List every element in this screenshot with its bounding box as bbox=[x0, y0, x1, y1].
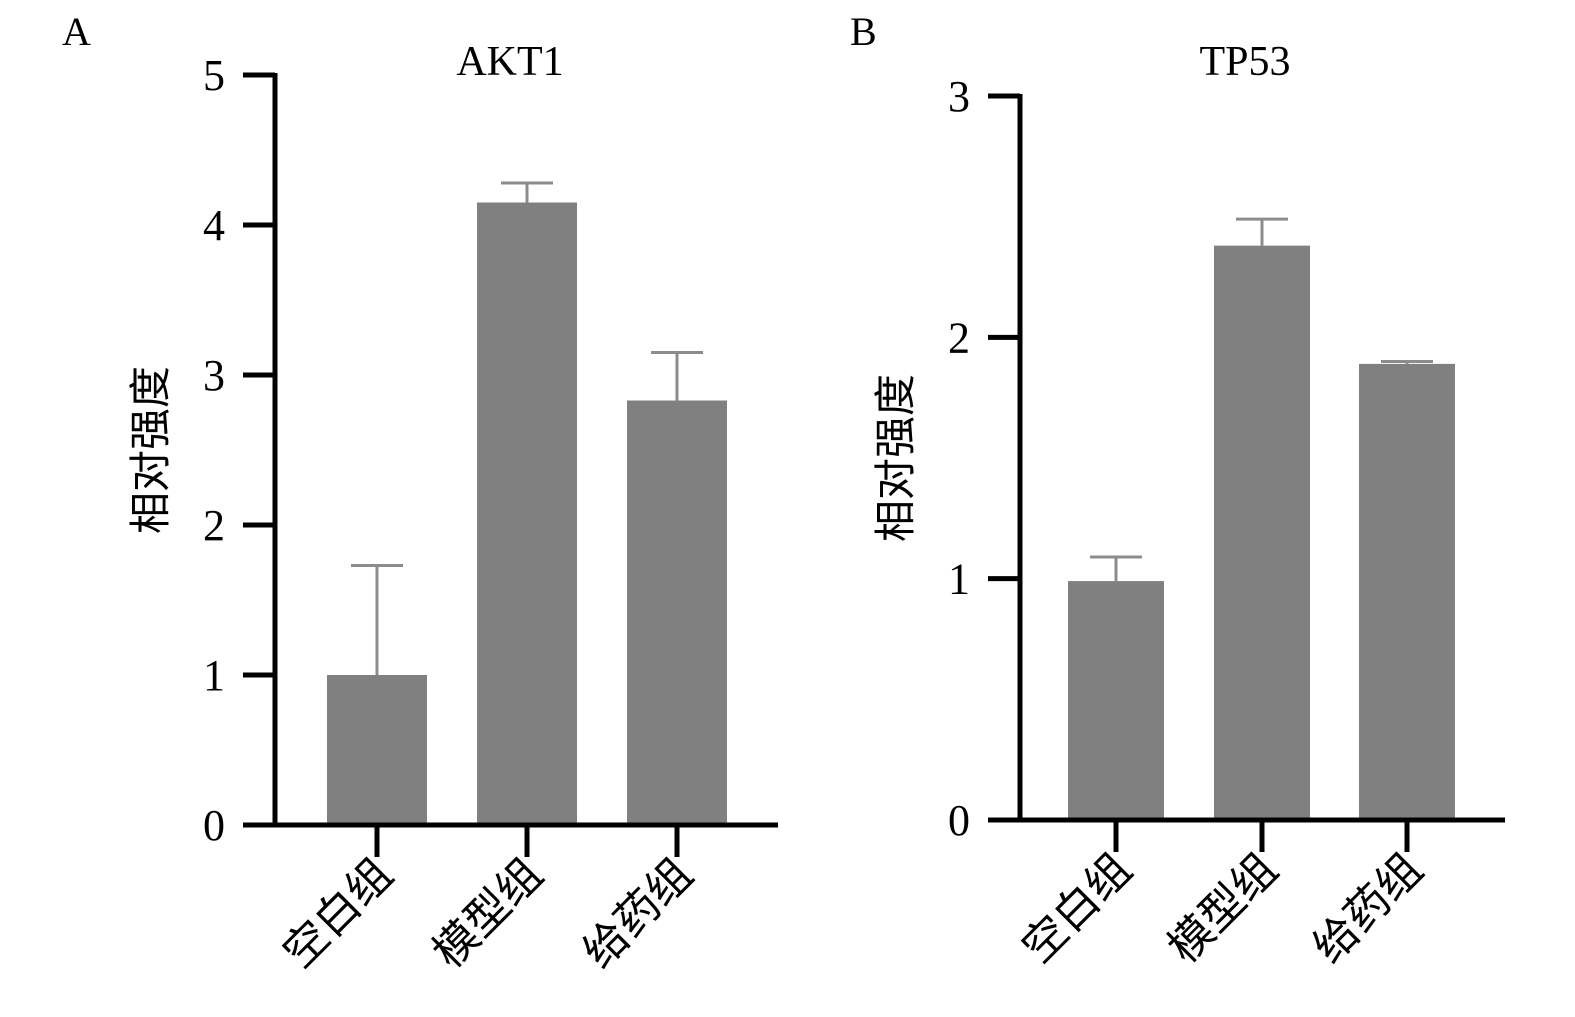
bar bbox=[1359, 363, 1455, 820]
bar bbox=[327, 675, 427, 825]
bar bbox=[1068, 581, 1164, 820]
y-tick-label: 0 bbox=[203, 801, 225, 850]
bar bbox=[627, 400, 727, 825]
y-axis-label: 相对强度 bbox=[129, 366, 175, 534]
y-tick-label: 5 bbox=[203, 51, 225, 100]
y-tick-label: 2 bbox=[948, 313, 970, 362]
bar bbox=[1214, 245, 1310, 821]
panel-letter: B bbox=[850, 9, 877, 54]
y-tick-label: 3 bbox=[948, 72, 970, 121]
x-tick-label: 给药组 bbox=[1304, 844, 1432, 972]
x-tick-label: 空白组 bbox=[274, 849, 402, 977]
x-tick-label: 空白组 bbox=[1013, 844, 1141, 972]
y-axis-label: 相对强度 bbox=[874, 374, 920, 542]
y-tick-label: 3 bbox=[203, 351, 225, 400]
y-tick-label: 4 bbox=[203, 201, 225, 250]
x-tick-label: 给药组 bbox=[574, 849, 702, 977]
panel-letter: A bbox=[62, 9, 91, 54]
y-tick-label: 1 bbox=[203, 651, 225, 700]
chart-title: TP53 bbox=[1199, 39, 1290, 85]
y-tick-label: 2 bbox=[203, 501, 225, 550]
bar bbox=[477, 202, 577, 825]
y-tick-label: 1 bbox=[948, 555, 970, 604]
chart-title: AKT1 bbox=[456, 39, 563, 85]
y-tick-label: 0 bbox=[948, 796, 970, 845]
x-tick-label: 模型组 bbox=[1159, 844, 1287, 972]
x-tick-label: 模型组 bbox=[424, 849, 552, 977]
